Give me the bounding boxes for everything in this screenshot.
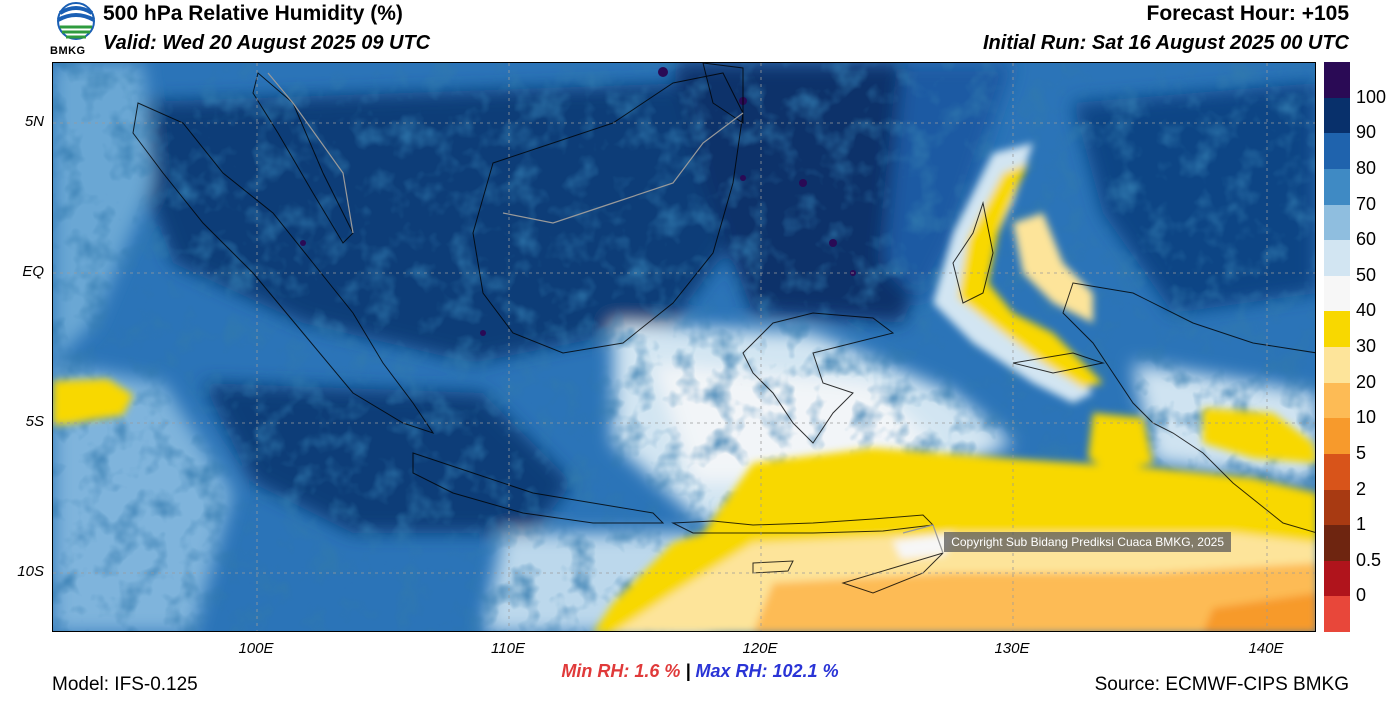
forecast-hour: Forecast Hour: +105	[1146, 2, 1350, 25]
colorbar-segment	[1324, 168, 1350, 205]
colorbar-label: 90	[1356, 122, 1377, 143]
logo-text: BMKG	[50, 45, 86, 57]
colorbar-segment	[1324, 453, 1350, 490]
colorbar-segment	[1324, 204, 1350, 241]
copyright-notice: Copyright Sub Bidang Prediksi Cuaca BMKG…	[944, 532, 1231, 552]
colorbar-label: 20	[1356, 371, 1377, 392]
colorbar-label: 70	[1356, 193, 1377, 214]
lat-label-10s: 10S	[17, 563, 44, 580]
colorbar-label: 40	[1356, 300, 1377, 321]
colorbar-segment	[1324, 560, 1350, 597]
colorbar-label: 10	[1356, 407, 1377, 428]
colorbar-label: 2	[1356, 478, 1367, 499]
colorbar-segment	[1324, 418, 1350, 454]
lat-label-5n: 5N	[24, 113, 44, 130]
colorbar-segment	[1324, 525, 1350, 561]
colorbar-label: 0	[1356, 585, 1367, 606]
colorbar-label: 0.5	[1356, 549, 1382, 570]
initial-run: Initial Run: Sat 16 August 2025 00 UTC	[982, 32, 1349, 54]
humidity-field	[53, 63, 1315, 631]
colorbar-segment	[1324, 347, 1350, 383]
colorbar-label: 5	[1356, 442, 1367, 463]
bmkg-logo	[52, 1, 100, 59]
max-rh: Max RH: 102.1 %	[695, 661, 839, 681]
lon-label-140e: 140E	[1248, 640, 1284, 657]
colorbar-label: 1	[1356, 514, 1367, 535]
lat-label-eq: EQ	[22, 263, 44, 280]
chart-title: 500 hPa Relative Humidity (%)	[103, 2, 403, 25]
colorbar-segment	[1324, 133, 1350, 169]
colorbar-segment	[1324, 62, 1350, 98]
colorbar-label: 60	[1356, 229, 1377, 250]
lat-label-5s: 5S	[25, 413, 44, 430]
valid-time: Valid: Wed 20 August 2025 09 UTC	[103, 32, 431, 54]
source-label: Source: ECMWF-CIPS BMKG	[1094, 674, 1349, 695]
colorbar-segment	[1324, 311, 1350, 347]
colorbar	[1324, 62, 1350, 632]
colorbar-segment	[1324, 489, 1350, 526]
lon-label-110e: 110E	[491, 640, 525, 657]
humidity-map: Copyright Sub Bidang Prediksi Cuaca BMKG…	[52, 62, 1316, 632]
colorbar-label: 100	[1356, 86, 1387, 107]
colorbar-label: 80	[1356, 157, 1377, 178]
colorbar-segment	[1324, 382, 1350, 419]
colorbar-label: 50	[1356, 264, 1377, 285]
colorbar-label: 30	[1356, 336, 1377, 356]
colorbar-segment	[1324, 596, 1350, 632]
stats-separator: |	[685, 661, 691, 681]
min-rh: Min RH: 1.6 %	[561, 661, 681, 681]
colorbar-segment	[1324, 240, 1350, 276]
colorbar-segment	[1324, 275, 1350, 312]
colorbar-segment	[1324, 97, 1350, 134]
model-label: Model: IFS-0.125	[52, 674, 198, 695]
lon-label-100e: 100E	[238, 640, 274, 657]
lon-label-130e: 130E	[994, 640, 1030, 657]
lon-label-120e: 120E	[742, 640, 778, 657]
rh-stats: Min RH: 1.6 % | Max RH: 102.1 %	[0, 661, 1400, 682]
